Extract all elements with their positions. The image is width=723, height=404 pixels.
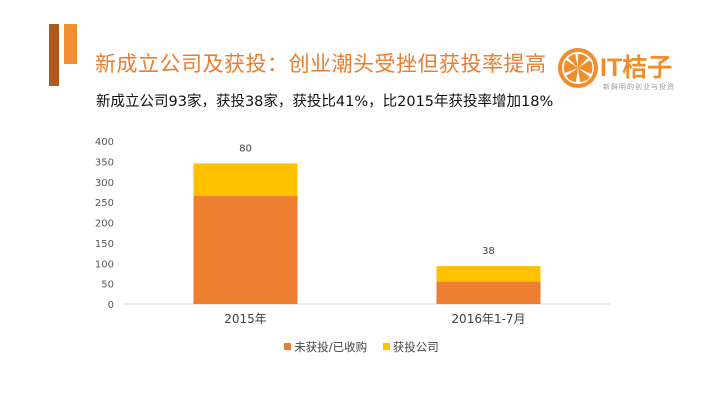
y-tick-label: 350 (95, 157, 114, 168)
y-tick-label: 0 (108, 300, 114, 311)
bar-funded-0 (193, 163, 298, 197)
accent-bar-light (64, 24, 77, 64)
data-label: 80 (239, 143, 252, 154)
x-tick-label: 2016年1-7月 (451, 312, 525, 326)
logo-tagline: 新鲜明的创业与投资 (603, 83, 675, 91)
bar-funded-1 (436, 266, 541, 282)
legend-swatch-not-funded (284, 343, 292, 350)
legend-label-not-funded: 未获投/已收购 (294, 340, 368, 354)
legend-label-funded: 获投公司 (392, 340, 439, 354)
y-tick-label: 300 (95, 178, 114, 189)
page-title: 新成立公司及获投：创业潮头受挫但获投率提高 (95, 52, 547, 76)
legend-item-funded: 获投公司 (382, 339, 439, 355)
logo: IT桔子 新鲜明的创业与投资 (556, 46, 706, 96)
orange-slice-icon (558, 48, 598, 88)
bar-not-funded-0 (193, 196, 298, 304)
y-tick-label: 50 (101, 280, 114, 291)
y-tick-label: 200 (95, 219, 114, 230)
y-tick-label: 150 (95, 239, 114, 250)
x-tick-label: 2015年 (224, 312, 267, 326)
legend-swatch-funded (382, 343, 390, 350)
y-tick-label: 100 (95, 259, 114, 270)
y-tick-label: 250 (95, 198, 114, 209)
y-tick-label: 400 (95, 137, 114, 148)
page-subtitle: 新成立公司93家，获投38家，获投比41%，比2015年获投率增加18% (96, 94, 554, 110)
data-label: 38 (482, 246, 495, 257)
accent-bar-dark (49, 24, 59, 86)
chart-legend: 未获投/已收购 获投公司 (0, 339, 723, 355)
logo-text: IT桔子 (600, 54, 673, 82)
legend-item-not-funded: 未获投/已收购 (284, 339, 367, 355)
bar-not-funded-1 (436, 281, 541, 304)
